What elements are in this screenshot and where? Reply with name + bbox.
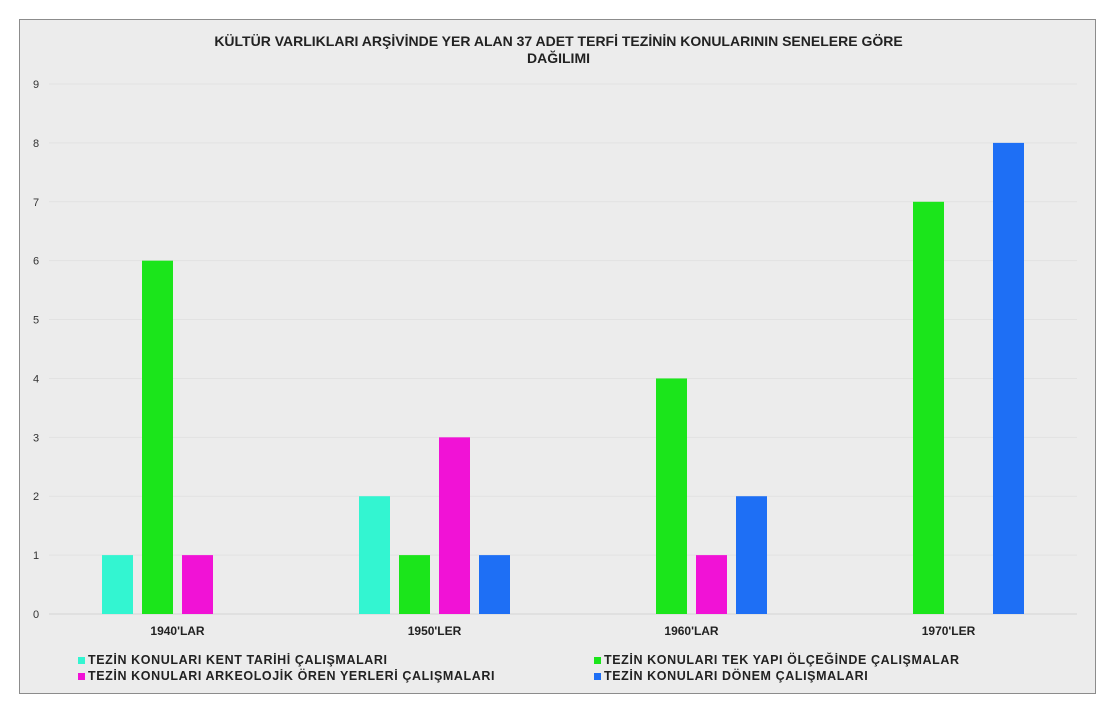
y-tick-label-7: 7 xyxy=(33,197,39,209)
chart-legend: TEZİN KONULARI KENT TARİHİ ÇALIŞMALARI T… xyxy=(78,653,1078,693)
legend-label-1: TEZİN KONULARI TEK YAPI ÖLÇEĞİNDE ÇALIŞM… xyxy=(604,653,960,667)
bar-1-2 xyxy=(439,437,470,614)
legend-item-0: TEZİN KONULARI KENT TARİHİ ÇALIŞMALARI xyxy=(78,653,388,667)
bar-1-3 xyxy=(479,555,510,614)
y-tick-label-1: 1 xyxy=(33,550,39,562)
bar-0-2 xyxy=(182,555,213,614)
legend-swatch-2 xyxy=(78,672,85,680)
x-tick-label-1: 1950'LER xyxy=(408,624,462,638)
bar-0-0 xyxy=(102,555,133,614)
bar-3-1 xyxy=(913,201,944,614)
chart-title-line-1: KÜLTÜR VARLIKLARI ARŞİVİNDE YER ALAN 37 … xyxy=(214,33,903,49)
bar-2-2 xyxy=(696,555,727,614)
y-tick-label-3: 3 xyxy=(33,432,39,444)
bar-2-1 xyxy=(656,378,687,614)
y-tick-label-0: 0 xyxy=(33,609,39,621)
legend-item-1: TEZİN KONULARI TEK YAPI ÖLÇEĞİNDE ÇALIŞM… xyxy=(594,653,960,667)
y-tick-label-5: 5 xyxy=(33,315,39,327)
chart-title: KÜLTÜR VARLIKLARI ARŞİVİNDE YER ALAN 37 … xyxy=(20,33,1097,67)
y-tick-label-9: 9 xyxy=(33,79,39,91)
chart-title-line-2: DAĞILIMI xyxy=(527,50,590,66)
legend-label-3: TEZİN KONULARI DÖNEM ÇALIŞMALARI xyxy=(604,669,869,683)
legend-item-2: TEZİN KONULARI ARKEOLOJİK ÖREN YERLERİ Ç… xyxy=(78,669,495,683)
x-tick-label-3: 1970'LER xyxy=(922,624,976,638)
bar-3-3 xyxy=(993,142,1024,614)
legend-label-2: TEZİN KONULARI ARKEOLOJİK ÖREN YERLERİ Ç… xyxy=(88,669,496,683)
legend-swatch-3 xyxy=(594,672,601,680)
bar-1-1 xyxy=(399,555,430,614)
legend-label-0: TEZİN KONULARI KENT TARİHİ ÇALIŞMALARI xyxy=(88,653,388,667)
bar-0-1 xyxy=(142,260,173,614)
legend-swatch-0 xyxy=(78,656,85,664)
legend-swatch-1 xyxy=(594,656,601,664)
y-tick-label-4: 4 xyxy=(33,373,39,385)
x-tick-label-2: 1960'LAR xyxy=(664,624,719,638)
y-tick-label-2: 2 xyxy=(33,491,39,503)
y-tick-label-8: 8 xyxy=(33,138,39,150)
legend-item-3: TEZİN KONULARI DÖNEM ÇALIŞMALARI xyxy=(594,669,868,683)
bar-2-3 xyxy=(736,496,767,614)
y-tick-label-6: 6 xyxy=(33,256,39,268)
bar-1-0 xyxy=(359,496,390,614)
bar-chart: 0 1 2 3 4 5 6 7 8 9 1940'LAR 1950'LER 1960'LAR 1970'L… xyxy=(33,79,1077,638)
chart-frame: KÜLTÜR VARLIKLARI ARŞİVİNDE YER ALAN 37 … xyxy=(19,19,1096,694)
x-tick-label-0: 1940'LAR xyxy=(150,624,205,638)
